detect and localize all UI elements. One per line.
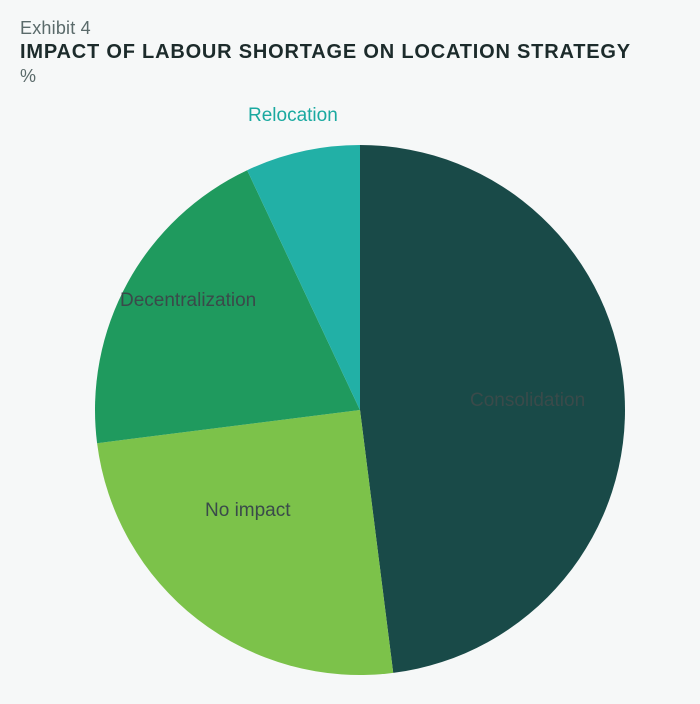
slice-label: Relocation (248, 105, 338, 127)
exhibit-container: Exhibit 4 IMPACT OF LABOUR SHORTAGE ON L… (0, 0, 700, 704)
chart-unit: % (20, 66, 680, 87)
slice-label: No impact (205, 500, 291, 522)
slice-label: Decentralization (120, 290, 256, 312)
exhibit-number: Exhibit 4 (20, 18, 680, 39)
chart-title: IMPACT OF LABOUR SHORTAGE ON LOCATION ST… (20, 41, 680, 64)
slice-label: Consolidation (470, 390, 585, 412)
pie-slice (97, 410, 393, 675)
pie-chart: Consolidation No impact Decentralization Re… (0, 100, 700, 704)
pie-svg (0, 100, 700, 704)
